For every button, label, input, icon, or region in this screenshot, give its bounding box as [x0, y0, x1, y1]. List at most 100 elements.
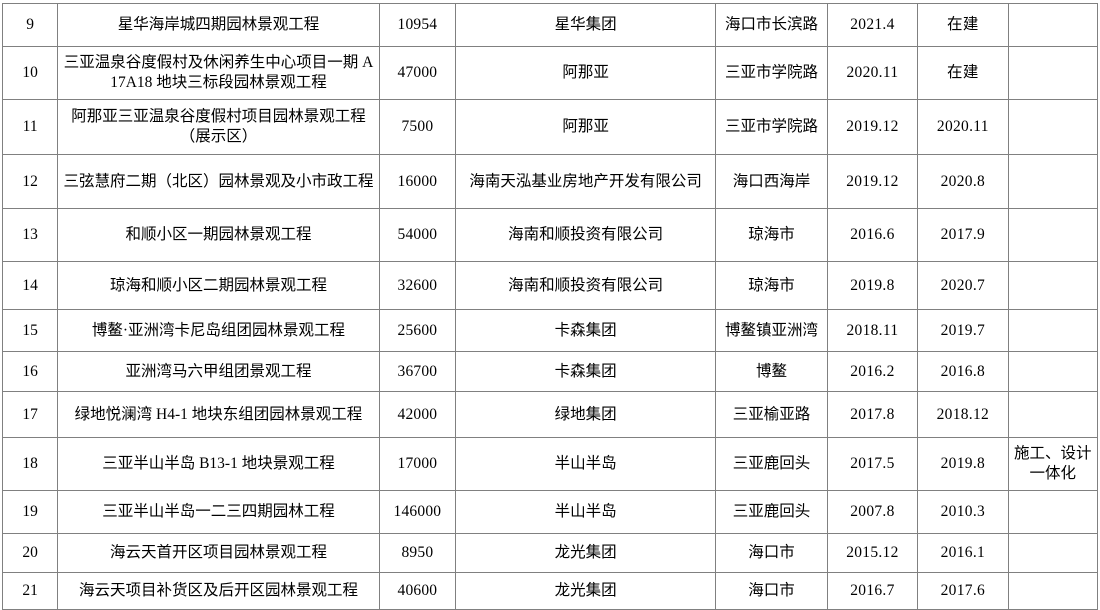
table-row: 20 海云天首开区项目园林景观工程 8950 龙光集团 海口市 2015.12 2016.1	[1, 533, 1099, 573]
cell-index: 17	[1, 391, 59, 438]
cell-end: 2017.6	[917, 572, 1009, 610]
cell-name: 海云天首开区项目园林景观工程	[57, 533, 380, 573]
cell-owner: 卡森集团	[455, 309, 717, 352]
cell-end: 2017.9	[917, 208, 1009, 262]
cell-name: 和顺小区一期园林景观工程	[57, 208, 380, 262]
cell-owner: 海南和顺投资有限公司	[455, 261, 717, 310]
cell-index: 20	[1, 533, 59, 573]
cell-start: 2019.12	[826, 99, 919, 155]
cell-end: 2019.7	[917, 309, 1009, 352]
cell-location: 三亚鹿回头	[715, 437, 828, 491]
cell-end: 2020.11	[917, 99, 1009, 155]
cell-remark	[1007, 3, 1099, 47]
cell-owner: 半山半岛	[455, 490, 717, 534]
cell-index: 21	[1, 572, 59, 610]
table-body: 9 星华海岸城四期园林景观工程 10954 星华集团 海口市长滨路 2021.4 在建 10 三…	[1, 3, 1099, 610]
cell-location: 博鳌	[715, 351, 828, 392]
cell-index: 15	[1, 309, 59, 352]
cell-end: 在建	[917, 3, 1009, 47]
cell-end: 2020.8	[917, 154, 1009, 209]
cell-name: 琼海和顺小区二期园林景观工程	[57, 261, 380, 310]
cell-location: 琼海市	[715, 261, 828, 310]
table-row: 12 三弦慧府二期（北区）园林景观及小市政工程 16000 海南天泓基业房地产开发有限…	[1, 154, 1099, 209]
cell-end: 2019.8	[917, 437, 1009, 491]
table-row: 16 亚洲湾马六甲组团景观工程 36700 卡森集团 博鳌 2016.2 2016.8	[1, 351, 1099, 392]
cell-location: 三亚市学院路	[715, 99, 828, 155]
cell-location: 海口市	[715, 572, 828, 610]
cell-start: 2020.11	[826, 46, 919, 100]
table-row: 9 星华海岸城四期园林景观工程 10954 星华集团 海口市长滨路 2021.4 在建	[1, 3, 1099, 47]
cell-area: 40600	[378, 572, 457, 610]
cell-location: 三亚榆亚路	[715, 391, 828, 438]
cell-location: 琼海市	[715, 208, 828, 262]
cell-name: 亚洲湾马六甲组团景观工程	[57, 351, 380, 392]
cell-location: 博鳌镇亚洲湾	[715, 309, 828, 352]
cell-start: 2017.8	[826, 391, 919, 438]
cell-remark	[1007, 154, 1099, 209]
cell-area: 54000	[378, 208, 457, 262]
cell-index: 9	[1, 3, 59, 47]
cell-name: 星华海岸城四期园林景观工程	[57, 3, 380, 47]
cell-start: 2019.8	[826, 261, 919, 310]
cell-area: 47000	[378, 46, 457, 100]
cell-owner: 阿那亚	[455, 46, 717, 100]
table-row: 15 博鳌·亚洲湾卡尼岛组团园林景观工程 25600 卡森集团 博鳌镇亚洲湾 2018.1…	[1, 309, 1099, 352]
cell-start: 2018.11	[826, 309, 919, 352]
cell-owner: 海南天泓基业房地产开发有限公司	[455, 154, 717, 209]
cell-start: 2007.8	[826, 490, 919, 534]
cell-remark	[1007, 309, 1099, 352]
cell-remark	[1007, 99, 1099, 155]
cell-area: 146000	[378, 490, 457, 534]
cell-end: 2016.8	[917, 351, 1009, 392]
project-table: 9 星华海岸城四期园林景观工程 10954 星华集团 海口市长滨路 2021.4 在建 10 三…	[1, 3, 1099, 610]
cell-name: 三亚半山半岛一二三四期园林工程	[57, 490, 380, 534]
cell-location: 三亚鹿回头	[715, 490, 828, 534]
cell-owner: 龙光集团	[455, 533, 717, 573]
cell-name: 三弦慧府二期（北区）园林景观及小市政工程	[57, 154, 380, 209]
cell-remark	[1007, 490, 1099, 534]
cell-name: 三亚温泉谷度假村及休闲养生中心项目一期 A17A18 地块三标段园林景观工程	[57, 46, 380, 100]
cell-remark	[1007, 572, 1099, 610]
cell-remark: 施工、设计一体化	[1007, 437, 1099, 491]
cell-owner: 星华集团	[455, 3, 717, 47]
cell-owner: 卡森集团	[455, 351, 717, 392]
cell-location: 海口市	[715, 533, 828, 573]
cell-location: 海口西海岸	[715, 154, 828, 209]
cell-area: 32600	[378, 261, 457, 310]
cell-area: 25600	[378, 309, 457, 352]
cell-start: 2017.5	[826, 437, 919, 491]
cell-owner: 海南和顺投资有限公司	[455, 208, 717, 262]
cell-start: 2019.12	[826, 154, 919, 209]
cell-end: 2010.3	[917, 490, 1009, 534]
cell-location: 三亚市学院路	[715, 46, 828, 100]
cell-end: 2018.12	[917, 391, 1009, 438]
cell-index: 18	[1, 437, 59, 491]
cell-remark	[1007, 351, 1099, 392]
cell-name: 海云天项目补货区及后开区园林景观工程	[57, 572, 380, 610]
cell-name: 绿地悦澜湾 H4-1 地块东组团园林景观工程	[57, 391, 380, 438]
cell-remark	[1007, 261, 1099, 310]
cell-start: 2016.2	[826, 351, 919, 392]
cell-end: 2020.7	[917, 261, 1009, 310]
cell-area: 36700	[378, 351, 457, 392]
table-row: 21 海云天项目补货区及后开区园林景观工程 40600 龙光集团 海口市 2016.7 20…	[1, 572, 1099, 610]
table-sheet: 9 星华海岸城四期园林景观工程 10954 星华集团 海口市长滨路 2021.4 在建 10 三…	[1, 3, 1099, 610]
table-row: 13 和顺小区一期园林景观工程 54000 海南和顺投资有限公司 琼海市 2016.6 20…	[1, 208, 1099, 262]
table-row: 11 阿那亚三亚温泉谷度假村项目园林景观工程（展示区） 7500 阿那亚 三亚市学院路 2…	[1, 99, 1099, 155]
cell-index: 19	[1, 490, 59, 534]
cell-remark	[1007, 208, 1099, 262]
cell-index: 10	[1, 46, 59, 100]
cell-end: 2016.1	[917, 533, 1009, 573]
cell-name: 三亚半山半岛 B13-1 地块景观工程	[57, 437, 380, 491]
cell-end: 在建	[917, 46, 1009, 100]
table-row: 14 琼海和顺小区二期园林景观工程 32600 海南和顺投资有限公司 琼海市 2019.8…	[1, 261, 1099, 310]
cell-name: 阿那亚三亚温泉谷度假村项目园林景观工程（展示区）	[57, 99, 380, 155]
cell-index: 11	[1, 99, 59, 155]
cell-start: 2021.4	[826, 3, 919, 47]
cell-remark	[1007, 46, 1099, 100]
cell-remark	[1007, 391, 1099, 438]
cell-area: 7500	[378, 99, 457, 155]
cell-area: 42000	[378, 391, 457, 438]
cell-owner: 绿地集团	[455, 391, 717, 438]
cell-area: 8950	[378, 533, 457, 573]
